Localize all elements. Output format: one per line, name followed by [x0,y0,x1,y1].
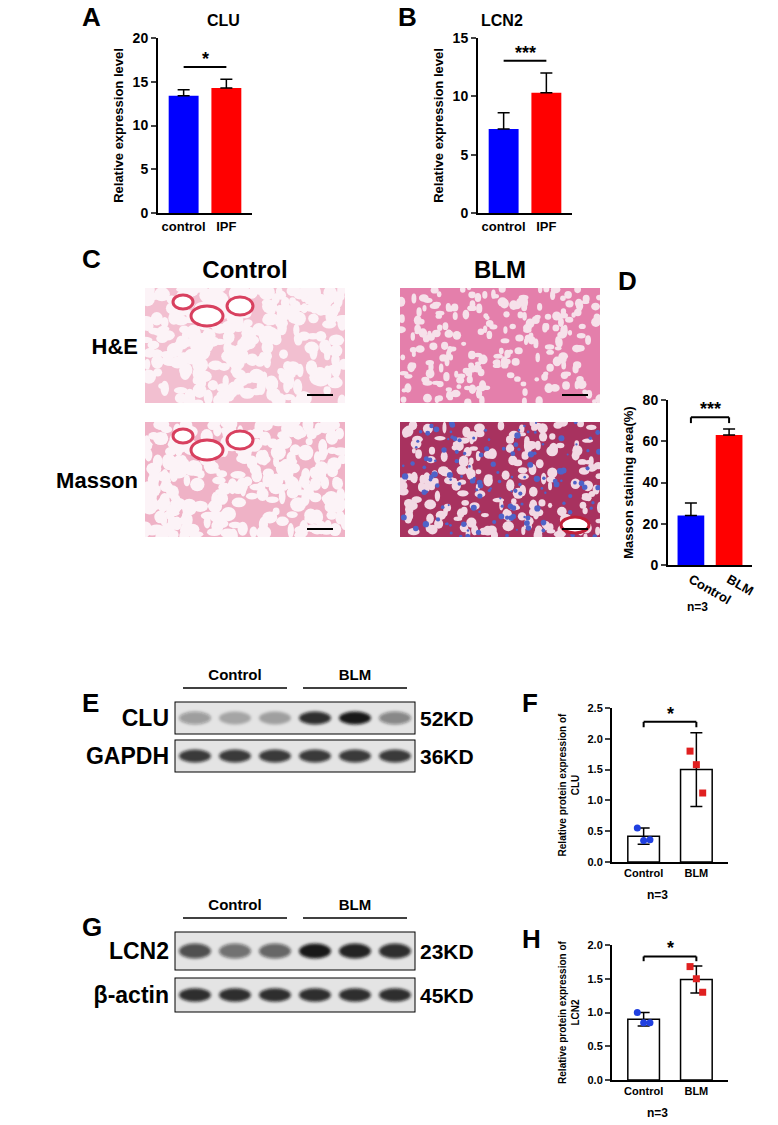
svg-text:15: 15 [453,30,469,46]
svg-text:Relative protein expression of: Relative protein expression ofLCN2 [557,940,581,1083]
svg-text:Relative expression level: Relative expression level [111,48,126,203]
svg-text:n=3: n=3 [647,1106,668,1120]
svg-text:n=3: n=3 [647,888,668,902]
svg-text:2.0: 2.0 [588,733,603,745]
svg-text:E: E [82,688,99,718]
svg-text:10: 10 [133,117,149,133]
svg-text:Control: Control [624,1085,663,1097]
svg-text:40: 40 [643,474,659,490]
svg-text:10: 10 [453,88,469,104]
svg-text:20: 20 [643,516,659,532]
svg-text:60: 60 [643,433,659,449]
svg-text:45KD: 45KD [420,984,474,1007]
svg-text:***: *** [700,399,721,419]
svg-text:23KD: 23KD [420,940,474,963]
svg-text:Masson: Masson [56,468,138,493]
svg-text:Control: Control [686,571,734,607]
svg-text:BLM: BLM [474,256,526,283]
svg-text:2.0: 2.0 [588,939,603,951]
svg-text:Masson staining area(%): Masson staining area(%) [621,406,636,558]
svg-text:*: * [202,49,209,69]
svg-text:Relative protein expression of: Relative protein expression ofCLU [557,713,581,856]
svg-text:1.0: 1.0 [588,1006,603,1018]
svg-text:5: 5 [140,161,148,177]
svg-text:BLM: BLM [684,1085,708,1097]
svg-text:GAPDH: GAPDH [86,743,169,769]
svg-text:control: control [482,219,526,234]
svg-text:0.0: 0.0 [588,856,603,868]
svg-text:F: F [522,688,538,718]
svg-text:***: *** [515,43,536,63]
svg-text:2.5: 2.5 [588,702,603,714]
svg-text:0: 0 [650,557,658,573]
svg-text:0.5: 0.5 [588,825,603,837]
svg-text:B: B [398,2,417,32]
svg-text:C: C [82,244,101,274]
svg-text:H: H [522,924,541,954]
svg-text:IPF: IPF [216,219,236,234]
svg-text:0: 0 [140,205,148,221]
svg-text:n=3: n=3 [687,600,708,614]
svg-text:80: 80 [643,392,659,408]
svg-text:0.5: 0.5 [588,1040,603,1052]
svg-text:CLU: CLU [122,705,169,731]
svg-text:20: 20 [133,30,149,46]
svg-text:Control: Control [208,666,261,683]
svg-text:CLU: CLU [207,12,240,29]
svg-text:A: A [82,2,101,32]
svg-text:*: * [667,938,674,958]
svg-text:1.0: 1.0 [588,794,603,806]
svg-text:15: 15 [133,74,149,90]
svg-text:5: 5 [460,147,468,163]
svg-text:Control: Control [624,867,663,879]
svg-text:BLM: BLM [339,896,372,913]
svg-text:1.5: 1.5 [588,763,603,775]
svg-text:Control: Control [208,896,261,913]
svg-text:IPF: IPF [536,219,556,234]
svg-text:BLM: BLM [724,571,756,598]
svg-text:*: * [667,704,674,724]
svg-text:0: 0 [460,205,468,221]
svg-text:BLM: BLM [684,867,708,879]
svg-text:G: G [82,912,102,942]
svg-text:0.0: 0.0 [588,1074,603,1086]
svg-text:H&E: H&E [92,334,138,359]
svg-text:Control: Control [202,256,287,283]
svg-text:LCN2: LCN2 [481,12,523,29]
svg-text:Relative expression level: Relative expression level [431,48,446,203]
svg-text:52KD: 52KD [420,707,474,730]
svg-text:BLM: BLM [339,666,372,683]
svg-text:36KD: 36KD [420,745,474,768]
svg-text:control: control [162,219,206,234]
svg-text:1.5: 1.5 [588,973,603,985]
svg-text:LCN2: LCN2 [109,938,169,964]
svg-text:β-actin: β-actin [94,982,169,1008]
svg-text:D: D [618,266,637,296]
